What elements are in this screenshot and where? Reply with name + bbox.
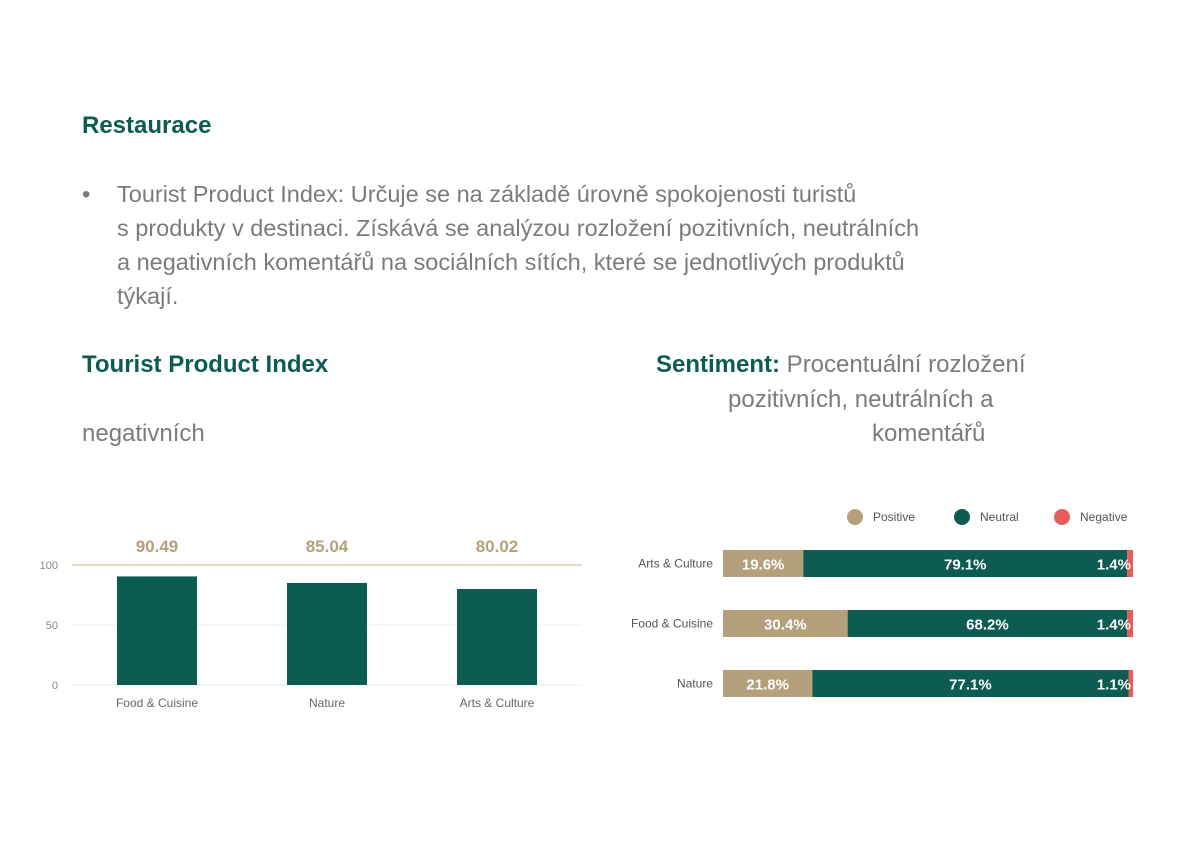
legend-marker	[1054, 509, 1070, 525]
legend-label: Positive	[873, 510, 915, 524]
bar-segment	[803, 550, 1128, 577]
sentiment-line2: pozitivních, neutrálních a	[728, 386, 994, 413]
x-tick-label: Nature	[309, 696, 345, 710]
segment-label: 68.2%	[966, 617, 1009, 634]
data-label: 80.02	[476, 537, 519, 556]
y-category-label: Nature	[677, 677, 713, 691]
bar	[117, 576, 197, 685]
data-label: 85.04	[306, 537, 349, 556]
y-category-label: Arts & Culture	[638, 557, 713, 571]
y-tick-label: 100	[40, 560, 58, 572]
bullet-text-line: Tourist Product Index: Určuje se na zákl…	[117, 181, 857, 207]
x-tick-label: Food & Cuisine	[116, 696, 198, 710]
x-tick-label: Arts & Culture	[460, 696, 535, 710]
sentiment-line1-text: Procentuální rozložení	[780, 351, 1026, 378]
bar-segment	[1127, 610, 1133, 637]
segment-label: 19.6%	[742, 557, 785, 574]
bar-segment	[723, 550, 804, 577]
segment-label: 79.1%	[944, 557, 987, 574]
section-title: Restaurace	[82, 112, 212, 139]
segment-label: 21.8%	[746, 677, 789, 694]
bullet-text-line: s produkty v destinaci. Získává se analý…	[117, 215, 920, 241]
bullet-text-line: a negativních komentářů na sociálních sí…	[117, 249, 905, 275]
legend-label: Negative	[1080, 510, 1128, 524]
bullet-text-line: týkají.	[117, 283, 179, 309]
sentiment-line3: komentářů	[872, 420, 986, 447]
segment-label: 1.1%	[1097, 677, 1131, 694]
bar-segment	[723, 670, 813, 697]
sentiment-stacked-bar-chart: Positive Neutral Negative Arts & Culture 19.…	[631, 509, 1133, 697]
sentiment-heading: Sentiment: Procentuální rozložení	[656, 351, 1026, 379]
bar-segment	[1127, 550, 1133, 577]
bar-segment	[1128, 670, 1133, 697]
data-label: 90.49	[136, 537, 179, 556]
segment-label: 77.1%	[949, 677, 992, 694]
bar-segment	[812, 670, 1129, 697]
tpi-heading: Tourist Product Index	[82, 351, 329, 378]
bar-segment	[723, 610, 848, 637]
y-tick-label: 50	[46, 620, 58, 632]
bullet-marker: •	[82, 181, 91, 208]
legend-marker	[954, 509, 970, 525]
y-category-label: Food & Cuisine	[631, 617, 713, 631]
legend-label: Neutral	[980, 510, 1019, 524]
segment-label: 1.4%	[1097, 557, 1131, 574]
sentiment-label: Sentiment:	[656, 351, 781, 378]
y-tick-label: 0	[52, 680, 58, 692]
tpi-subtitle-fragment: negativních	[82, 420, 205, 447]
bar	[457, 588, 537, 685]
segment-label: 30.4%	[764, 617, 807, 634]
segment-label: 1.4%	[1097, 617, 1131, 634]
legend-marker	[847, 509, 863, 525]
bar-segment	[847, 610, 1128, 637]
tpi-bar-chart: 0 50 100 90.49 Food & Cuisine 85.04 Nature 80.0…	[40, 537, 582, 710]
bar	[287, 582, 367, 685]
